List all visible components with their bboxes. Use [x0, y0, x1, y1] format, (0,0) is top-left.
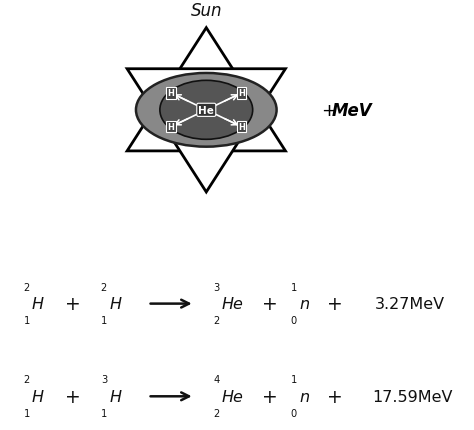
Polygon shape — [127, 29, 285, 151]
Text: +: + — [65, 387, 81, 406]
Text: H: H — [32, 389, 44, 404]
Text: +: + — [262, 295, 277, 313]
Text: H: H — [109, 296, 121, 311]
Text: 2: 2 — [23, 375, 30, 384]
Text: n: n — [299, 296, 309, 311]
Text: 3.27MeV: 3.27MeV — [375, 296, 445, 311]
Text: H: H — [238, 123, 245, 132]
Text: He: He — [222, 389, 244, 404]
Text: He: He — [222, 296, 244, 311]
Text: 1: 1 — [23, 316, 30, 326]
Text: 3: 3 — [101, 375, 107, 384]
Text: +: + — [321, 101, 336, 120]
Text: 1: 1 — [291, 375, 297, 384]
Text: 17.59MeV: 17.59MeV — [373, 389, 453, 404]
Text: n: n — [299, 389, 309, 404]
Text: 1: 1 — [101, 408, 107, 418]
Text: H: H — [168, 89, 174, 98]
Text: 1: 1 — [23, 408, 30, 418]
Polygon shape — [127, 70, 285, 193]
Text: 3: 3 — [213, 282, 219, 292]
Ellipse shape — [160, 81, 253, 140]
Text: 2: 2 — [213, 316, 219, 326]
Text: H: H — [109, 389, 121, 404]
Text: Sun: Sun — [191, 2, 222, 20]
Text: MeV: MeV — [331, 101, 372, 120]
Text: 1: 1 — [291, 282, 297, 292]
Text: +: + — [262, 387, 277, 406]
Text: 2: 2 — [23, 282, 30, 292]
Text: 1: 1 — [101, 316, 107, 326]
Text: +: + — [328, 387, 343, 406]
Text: +: + — [328, 295, 343, 313]
Text: 2: 2 — [101, 282, 107, 292]
Text: H: H — [238, 89, 245, 98]
Text: H: H — [32, 296, 44, 311]
Text: 4: 4 — [213, 375, 219, 384]
Text: 0: 0 — [291, 408, 297, 418]
Text: +: + — [65, 295, 81, 313]
Ellipse shape — [136, 74, 277, 147]
Text: He: He — [198, 106, 214, 116]
Text: 0: 0 — [291, 316, 297, 326]
Text: 2: 2 — [213, 408, 219, 418]
Text: H: H — [168, 123, 174, 132]
